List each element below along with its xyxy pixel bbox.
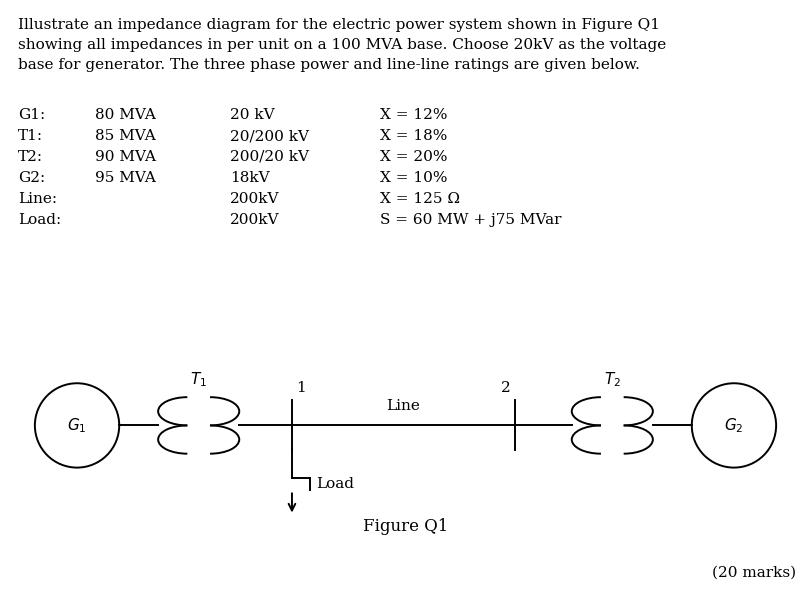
Text: Illustrate an impedance diagram for the electric power system shown in Figure Q1: Illustrate an impedance diagram for the … <box>18 18 660 32</box>
Text: 200/20 kV: 200/20 kV <box>230 150 309 164</box>
Text: 200kV: 200kV <box>230 192 280 206</box>
Text: G2:: G2: <box>18 171 45 185</box>
Text: T1:: T1: <box>18 129 43 143</box>
Text: Line:: Line: <box>18 192 57 206</box>
Text: X = 18%: X = 18% <box>380 129 448 143</box>
Text: Figure Q1: Figure Q1 <box>363 518 448 535</box>
Text: X = 12%: X = 12% <box>380 108 448 122</box>
Text: 85 MVA: 85 MVA <box>95 129 156 143</box>
Text: X = 125 Ω: X = 125 Ω <box>380 192 460 206</box>
Text: 2: 2 <box>501 381 511 396</box>
Text: showing all impedances in per unit on a 100 MVA base. Choose 20kV as the voltage: showing all impedances in per unit on a … <box>18 38 667 52</box>
Text: $G_2$: $G_2$ <box>724 416 744 435</box>
Text: G1:: G1: <box>18 108 45 122</box>
Text: X = 20%: X = 20% <box>380 150 448 164</box>
Text: T2:: T2: <box>18 150 43 164</box>
Text: base for generator. The three phase power and line-line ratings are given below.: base for generator. The three phase powe… <box>18 58 640 72</box>
Text: 20/200 kV: 20/200 kV <box>230 129 309 143</box>
Text: 20 kV: 20 kV <box>230 108 275 122</box>
Text: 90 MVA: 90 MVA <box>95 150 156 164</box>
Text: 200kV: 200kV <box>230 213 280 227</box>
Text: Line: Line <box>387 399 420 414</box>
Text: (20 marks): (20 marks) <box>712 566 796 580</box>
Text: 1: 1 <box>296 381 306 396</box>
Text: 18kV: 18kV <box>230 171 269 185</box>
Text: Load:: Load: <box>18 213 62 227</box>
Text: 80 MVA: 80 MVA <box>95 108 156 122</box>
Text: $G_1$: $G_1$ <box>67 416 87 435</box>
Text: Load: Load <box>316 477 354 491</box>
Text: $T_1$: $T_1$ <box>190 371 208 389</box>
Text: S = 60 MW + j75 MVar: S = 60 MW + j75 MVar <box>380 213 561 227</box>
Text: $T_2$: $T_2$ <box>604 371 620 389</box>
Text: 95 MVA: 95 MVA <box>95 171 156 185</box>
Text: X = 10%: X = 10% <box>380 171 448 185</box>
